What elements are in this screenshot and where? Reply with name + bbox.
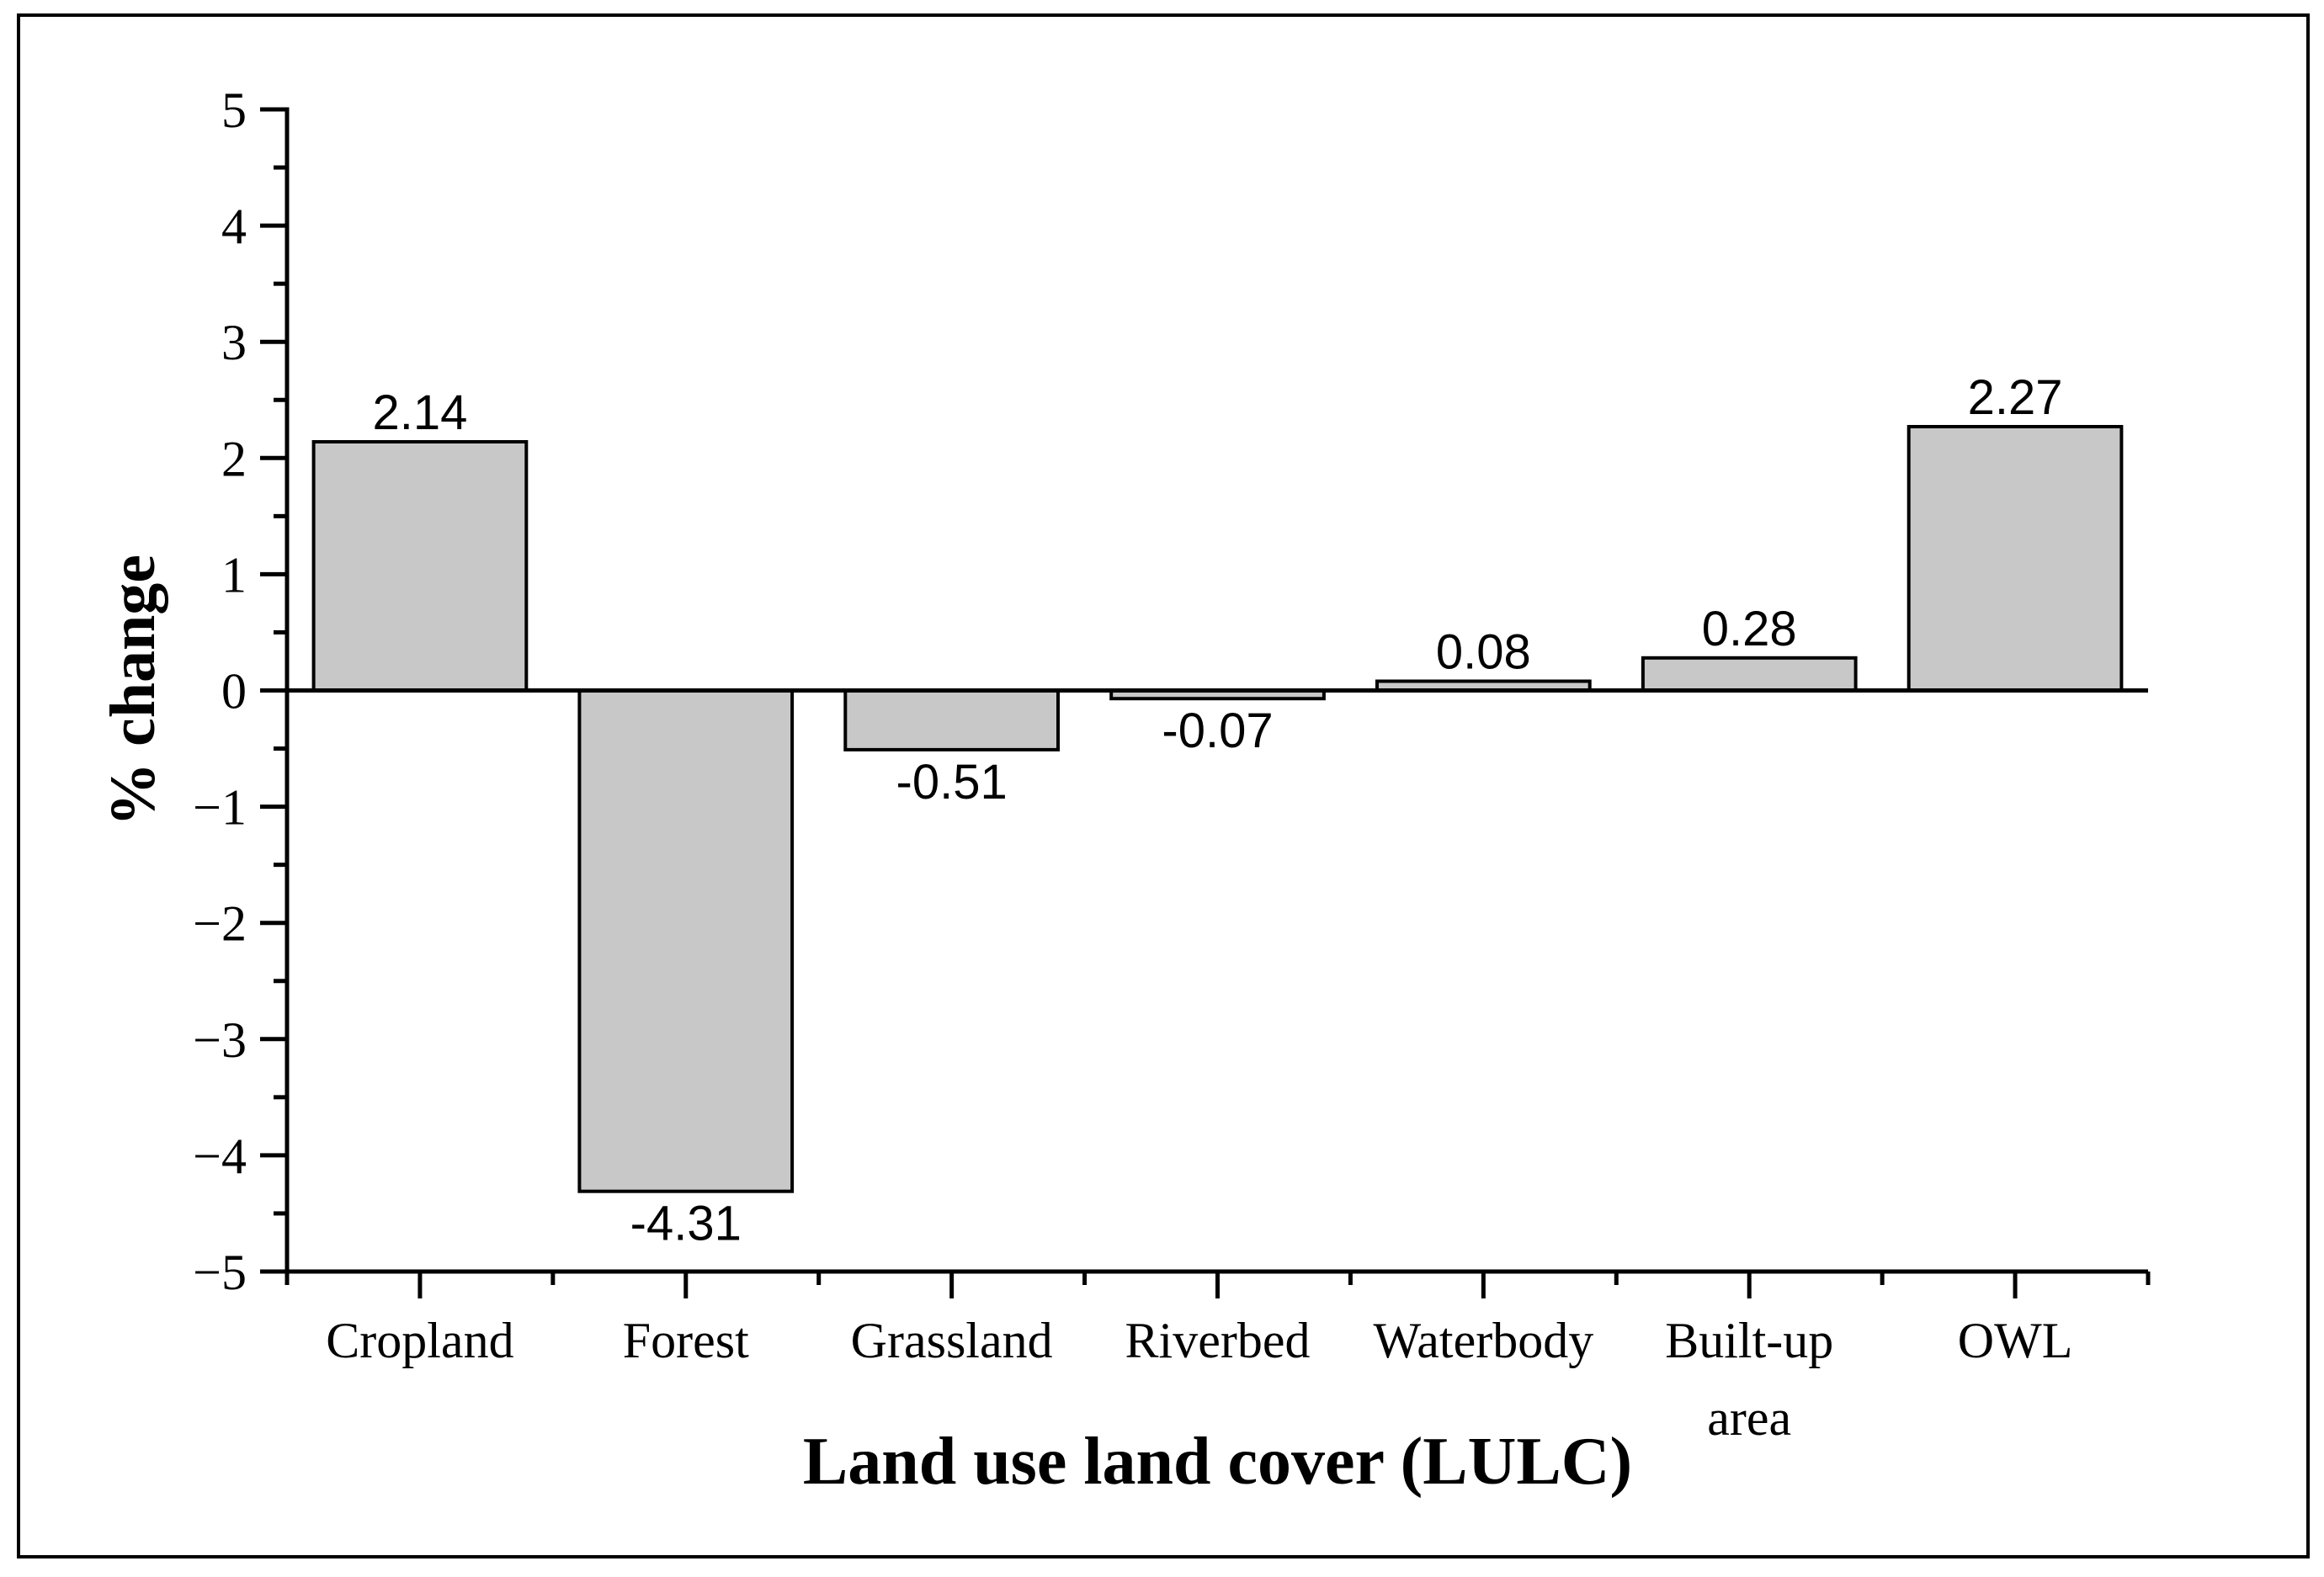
y-axis-title: % change [98,555,168,826]
x-category-label: OWL [1958,1313,2073,1368]
bar-value-label: -0.51 [896,755,1008,810]
y-tick-label: 4 [221,199,247,254]
x-category-label: Cropland [326,1313,513,1368]
bar-built-up-area [1641,656,1858,693]
y-tick-label: 2 [221,431,247,486]
bar-grassland [843,688,1060,751]
y-tick-label: −4 [193,1128,247,1184]
x-category-label: Built-up [1665,1313,1833,1368]
y-tick-label: −3 [193,1012,247,1068]
bar-cropland [311,440,529,693]
x-category-label: Grassland [851,1313,1053,1368]
x-ticks-group [285,1272,2151,1298]
x-category-label: Forest [623,1313,749,1368]
y-tick-label: 3 [221,315,247,370]
x-category-labels-group: Cropland Forest Grassland Riverbed Waterbody… [326,1313,2072,1446]
bar-owl [1907,425,2124,693]
x-axis-title: Land use land cover (LULC) [803,1425,1632,1499]
bar-value-label: -4.31 [630,1197,742,1251]
y-ticks-group [260,107,287,1274]
bar-value-label: 0.28 [1702,602,1797,656]
bar-value-label: 0.08 [1436,625,1531,680]
bars-group [311,425,2124,1193]
value-labels-group: 2.14 -4.31 -0.51 -0.07 0.08 0.28 2.27 [372,370,2062,1251]
y-tick-label: 1 [221,547,247,603]
y-tick-label: 5 [221,82,247,138]
bar-forest [577,688,795,1193]
x-category-label: area [1707,1390,1791,1446]
y-tick-label: 0 [221,664,247,719]
x-category-label: Riverbed [1125,1313,1311,1368]
y-tick-label: −1 [193,780,247,836]
bar-value-label: -0.07 [1162,704,1273,758]
bar-value-label: 2.14 [372,385,467,440]
y-tick-label: −5 [193,1245,247,1300]
x-category-label: Waterbody [1373,1313,1593,1368]
y-tick-label: −2 [193,896,247,952]
y-tick-labels-group: 5 4 3 2 1 0 −1 −2 −3 −4 −5 [193,82,247,1300]
figure-border [17,13,2310,1558]
bar-value-label: 2.27 [1968,370,2063,425]
